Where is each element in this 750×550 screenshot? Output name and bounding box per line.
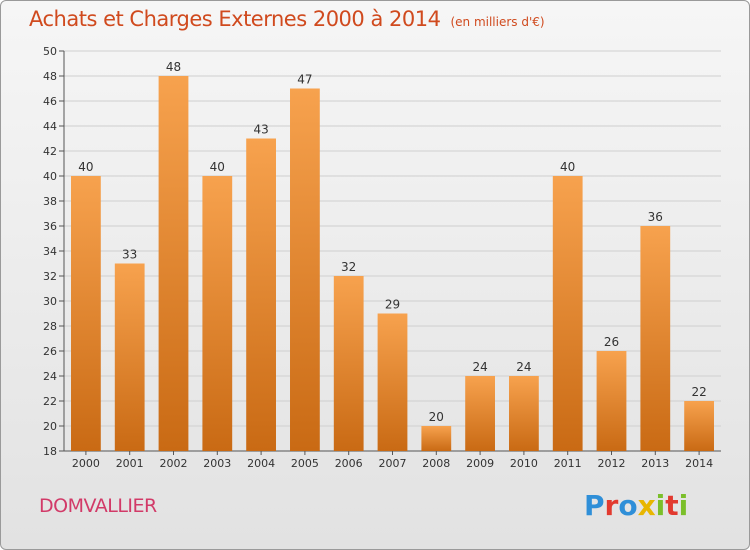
bar	[377, 313, 408, 451]
title-unit: (en milliers d'€)	[450, 15, 545, 29]
bar	[158, 76, 189, 451]
logo-letter: t	[665, 489, 679, 522]
logo-letter: i	[678, 489, 689, 522]
proxiti-logo: Proxiti	[584, 489, 688, 522]
x-tick-label: 2006	[335, 457, 363, 470]
logo-letter: P	[584, 489, 605, 522]
y-tick-label: 32	[43, 270, 57, 283]
x-tick-label: 2013	[641, 457, 669, 470]
bar-value-label: 20	[429, 410, 444, 424]
y-tick-label: 30	[43, 295, 57, 308]
x-tick-label: 2002	[160, 457, 188, 470]
x-tick-label: 2000	[72, 457, 100, 470]
bar	[640, 226, 671, 451]
x-tick-label: 2009	[466, 457, 494, 470]
bar	[71, 176, 101, 451]
x-tick-label: 2012	[598, 457, 626, 470]
y-tick-label: 26	[43, 345, 57, 358]
bar-value-label: 32	[341, 260, 356, 274]
y-tick-label: 40	[43, 170, 57, 183]
bar-value-label: 26	[604, 335, 619, 349]
y-tick-label: 48	[43, 70, 57, 83]
chart-title: Achats et Charges Externes 2000 à 2014 (e…	[29, 7, 545, 31]
bar-value-label: 36	[648, 210, 663, 224]
bar	[509, 376, 539, 451]
y-tick-label: 44	[43, 120, 57, 133]
x-tick-label: 2001	[116, 457, 144, 470]
x-tick-label: 2007	[379, 457, 407, 470]
bar-value-label: 48	[166, 60, 181, 74]
x-tick-label: 2014	[685, 457, 713, 470]
logo-letter: o	[618, 489, 638, 522]
bar-value-label: 40	[560, 160, 575, 174]
logo-letter: i	[655, 489, 666, 522]
y-tick-label: 18	[43, 445, 57, 458]
bar-value-label: 22	[691, 385, 706, 399]
bar	[421, 426, 452, 451]
y-tick-label: 34	[43, 245, 57, 258]
y-tick-label: 22	[43, 395, 57, 408]
y-tick-label: 46	[43, 95, 57, 108]
bar	[246, 138, 276, 451]
bar-value-label: 24	[472, 360, 487, 374]
bar-value-label: 40	[210, 160, 225, 174]
bar-value-label: 33	[122, 248, 137, 262]
bar	[333, 276, 364, 451]
bar	[596, 351, 627, 451]
bar-value-label: 29	[385, 298, 400, 312]
x-tick-label: 2004	[247, 457, 275, 470]
y-tick-label: 28	[43, 320, 57, 333]
x-tick-label: 2011	[554, 457, 582, 470]
bar-value-label: 47	[297, 73, 312, 87]
bar	[684, 401, 714, 451]
logo-letter: x	[637, 489, 656, 522]
bar-value-label: 43	[253, 123, 268, 137]
y-tick-label: 42	[43, 145, 57, 158]
bar	[290, 88, 320, 451]
x-tick-label: 2005	[291, 457, 319, 470]
y-tick-label: 20	[43, 420, 57, 433]
y-tick-label: 38	[43, 195, 57, 208]
bar-value-label: 40	[78, 160, 93, 174]
x-tick-label: 2003	[203, 457, 231, 470]
x-tick-label: 2008	[422, 457, 450, 470]
bar	[202, 176, 233, 451]
y-tick-label: 24	[43, 370, 57, 383]
logo-letter: r	[604, 489, 619, 522]
bar	[465, 376, 495, 451]
y-tick-label: 36	[43, 220, 57, 233]
x-tick-label: 2010	[510, 457, 538, 470]
commune-name: DOMVALLIER	[39, 495, 157, 517]
bars	[71, 76, 714, 451]
bar	[552, 176, 583, 451]
y-tick-label: 50	[43, 45, 57, 58]
labels: 18 20 22 24 26 28 30 32 34 36 38 40 42 44 46 48 50 40 2000…	[43, 45, 713, 470]
bar	[114, 263, 145, 451]
title-text: Achats et Charges Externes 2000 à 2014	[29, 7, 441, 31]
bar-value-label: 24	[516, 360, 531, 374]
